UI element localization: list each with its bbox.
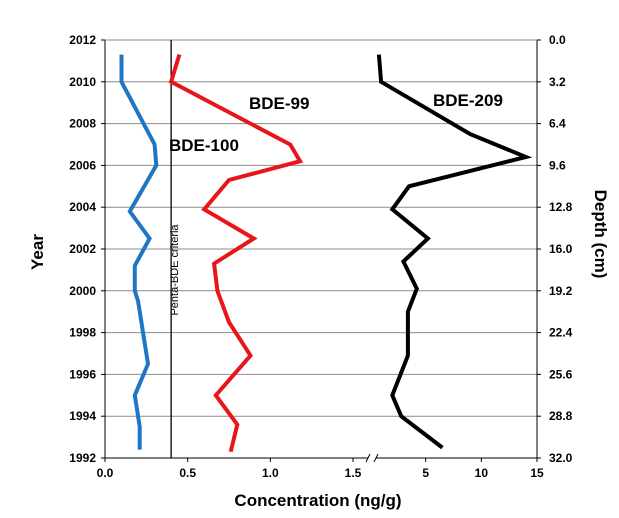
y-tick-label-right: 32.0 — [549, 451, 573, 465]
series-label-bde-209: BDE-209 — [433, 91, 503, 110]
y-tick-label-left: 2004 — [69, 200, 96, 214]
plot-frame — [101, 39, 541, 463]
y-tick-label-right: 9.6 — [549, 158, 566, 172]
series-line-bde-100 — [119, 54, 159, 450]
x-tick-label: 1.5 — [345, 466, 362, 480]
y-tick-label-left: 2008 — [69, 117, 96, 131]
x-tick-label: 0.5 — [179, 466, 196, 480]
gridlines — [105, 81, 537, 417]
penta-bde-criteria-label: Penta-BDE criteria — [169, 224, 181, 316]
y-tick-label-left: 2012 — [69, 33, 96, 47]
series-line-bde-99 — [168, 54, 304, 453]
y-tick-label-right: 25.6 — [549, 367, 573, 381]
x-tick-label: 1.0 — [262, 466, 279, 480]
criteria-group: Penta-BDE criteria — [169, 40, 181, 458]
y-tick-label-left: 1992 — [69, 451, 96, 465]
y-tick-label-right: 28.8 — [549, 409, 573, 423]
x-tick-label: 10 — [475, 466, 489, 480]
y-tick-label-right: 6.4 — [549, 117, 566, 131]
y-tick-label-right: 0.0 — [549, 33, 566, 47]
y-tick-label-left: 2010 — [69, 75, 96, 89]
y-tick-label-right: 22.4 — [549, 326, 573, 340]
y-axis-title-left: Year — [28, 234, 47, 270]
x-tick-label: 5 — [422, 466, 429, 480]
series-label-bde-99: BDE-99 — [249, 94, 309, 113]
tick-labels: 2012 0.0 2010 3.2 2008 6.4 2006 9.6 2004 12.8 2002… — [69, 33, 572, 480]
y-tick-label-right: 19.2 — [549, 284, 573, 298]
series-line-bde-209 — [376, 54, 533, 450]
y-tick-label-right: 3.2 — [549, 75, 566, 89]
x-tick-label: 0.0 — [97, 466, 114, 480]
y-tick-label-left: 2000 — [69, 284, 96, 298]
series-group: BDE-100 BDE-99 BDE-209 — [119, 54, 533, 453]
y-axis-title-right: Depth (cm) — [591, 190, 610, 279]
axis-break-mark — [373, 453, 379, 463]
y-tick-label-right: 16.0 — [549, 242, 573, 256]
y-tick-label-left: 2002 — [69, 242, 96, 256]
y-tick-label-left: 1998 — [69, 326, 96, 340]
x-axis-title: Concentration (ng/g) — [234, 491, 401, 510]
axis-break-mark — [365, 453, 371, 463]
y-tick-label-left: 1994 — [69, 409, 96, 423]
y-tick-label-right: 12.8 — [549, 200, 573, 214]
y-tick-label-left: 2006 — [69, 158, 96, 172]
y-tick-label-left: 1996 — [69, 367, 96, 381]
series-label-bde-100: BDE-100 — [169, 136, 239, 155]
x-tick-label: 15 — [530, 466, 544, 480]
